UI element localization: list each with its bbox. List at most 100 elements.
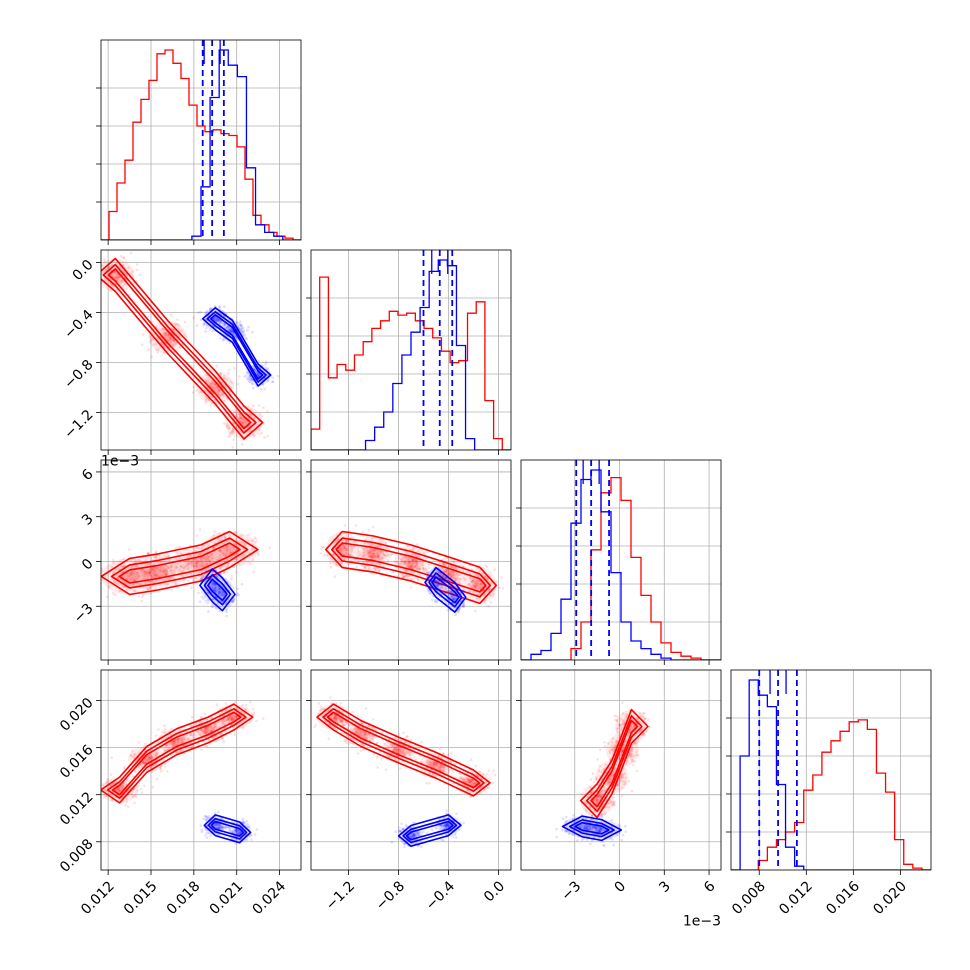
scatter-point <box>446 608 449 612</box>
scatter-point <box>250 838 253 841</box>
scatter-point <box>423 550 426 554</box>
scatter-point <box>187 562 190 566</box>
scatter-point <box>155 550 158 553</box>
scatter-point <box>211 581 215 584</box>
scatter-point <box>165 573 169 577</box>
scatter-point <box>180 736 184 740</box>
scatter-point <box>176 318 179 322</box>
scatter-point <box>118 280 121 284</box>
scatter-point <box>169 570 173 573</box>
histogram-series-1-param-0 <box>101 49 301 240</box>
scatter-point <box>122 767 126 770</box>
scatter-point <box>335 718 338 721</box>
scatter-point <box>366 725 369 728</box>
scatter-point <box>162 569 166 572</box>
scatter-point <box>421 561 424 564</box>
scatter-point <box>416 567 419 570</box>
scatter-point <box>467 583 471 586</box>
scatter-point <box>449 592 453 596</box>
scatter-point <box>221 553 225 556</box>
scatter-point <box>212 735 216 739</box>
scatter-point <box>186 567 190 570</box>
scatter-point <box>154 753 158 756</box>
scatter-point <box>356 752 360 755</box>
scatter-point <box>415 560 418 564</box>
scatter-point <box>452 594 456 598</box>
scatter-point <box>112 570 115 574</box>
scatter-point <box>237 382 240 386</box>
scatter-point <box>188 561 192 565</box>
scatter-point <box>150 574 154 578</box>
histogram-series-1-param-3 <box>731 679 931 870</box>
scatter-point <box>174 323 178 327</box>
scatter-point <box>474 584 478 587</box>
scatter-point <box>111 799 114 802</box>
contour-line-1 <box>106 708 247 799</box>
scatter-point <box>120 787 124 790</box>
scatter-point <box>176 738 180 742</box>
scatter-point <box>232 714 235 718</box>
scatter-point <box>185 335 188 339</box>
scatter-point <box>406 751 410 754</box>
scatter-point <box>235 411 238 415</box>
scatter-point <box>203 322 207 325</box>
scatter-point <box>231 600 234 604</box>
scatter-point <box>215 822 218 826</box>
scatter-point <box>133 801 136 805</box>
scatter-point <box>395 748 399 751</box>
scatter-point <box>221 321 224 325</box>
scatter-point <box>406 575 410 579</box>
scatter-point <box>236 592 240 595</box>
scatter-point <box>268 546 272 550</box>
scatter-point <box>449 592 453 596</box>
scatter-point <box>143 574 147 577</box>
scatter-point <box>146 575 150 579</box>
scatter-point <box>222 377 226 380</box>
scatter-point <box>241 726 245 730</box>
scatter-point <box>350 548 354 552</box>
scatter-point <box>249 378 252 381</box>
scatter-point <box>230 430 234 433</box>
scatter-point <box>220 826 223 829</box>
scatter-point <box>162 352 165 355</box>
scatter-point <box>171 741 175 744</box>
scatter-point <box>474 609 477 613</box>
scatter-point <box>246 371 249 374</box>
scatter-point <box>187 579 190 582</box>
scatter-point <box>215 824 218 827</box>
scatter-point <box>229 327 232 331</box>
scatter-point <box>215 575 219 578</box>
scatter-point <box>481 572 484 575</box>
scatter-point <box>252 539 255 542</box>
scatter-point <box>442 767 445 770</box>
scatter-point <box>487 769 491 772</box>
scatter-point <box>137 595 141 598</box>
scatter-point <box>183 333 187 337</box>
scatter-point <box>101 569 104 573</box>
scatter-point <box>213 588 216 591</box>
scatter-point <box>403 575 406 578</box>
scatter-point <box>212 736 215 740</box>
scatter-point <box>343 739 346 743</box>
scatter-point <box>218 823 221 827</box>
scatter-point <box>405 569 408 573</box>
scatter-point <box>495 580 499 583</box>
scatter-point <box>174 751 178 754</box>
scatter-point <box>417 567 420 570</box>
scatter-point <box>159 766 162 770</box>
density-fill-0 <box>189 717 228 743</box>
scatter-point <box>345 741 348 744</box>
scatter-point <box>171 740 175 743</box>
scatter-point <box>143 762 146 765</box>
scatter-point <box>225 552 229 556</box>
scatter-point <box>216 588 220 592</box>
scatter-point <box>342 544 345 547</box>
scatter-point <box>198 600 202 603</box>
scatter-point <box>336 716 339 719</box>
scatter-point <box>176 741 180 745</box>
scatter-point <box>379 545 383 548</box>
scatter-point <box>387 755 391 759</box>
scatter-point <box>178 545 182 549</box>
scatter-point <box>164 331 167 335</box>
scatter-point <box>439 583 442 586</box>
